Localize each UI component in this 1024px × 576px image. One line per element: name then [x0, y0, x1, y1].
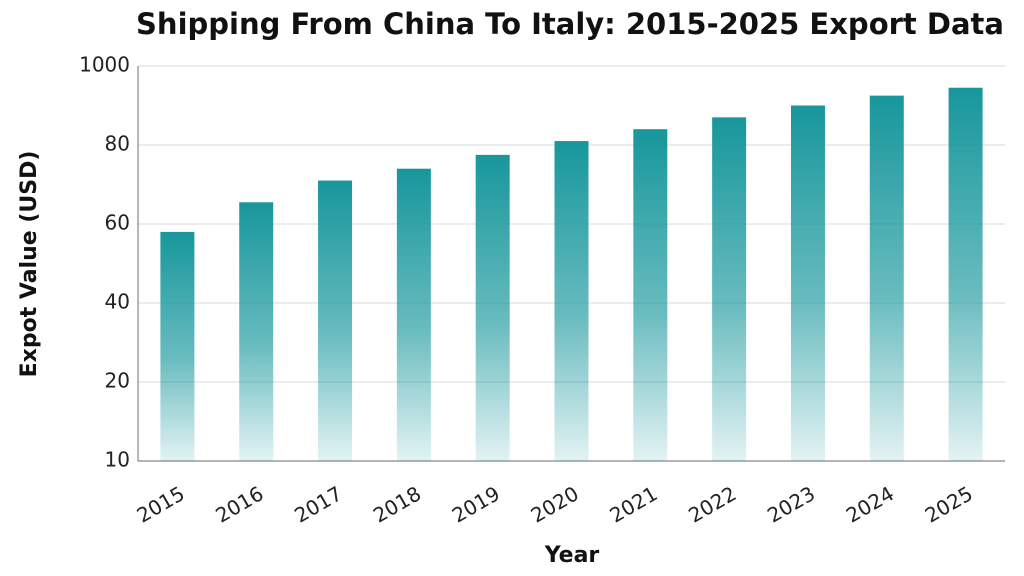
x-tick-label: 2017: [290, 481, 346, 527]
x-tick-label: 2025: [921, 481, 977, 527]
x-tick-label: 2016: [211, 481, 267, 527]
x-tick-label: 2022: [684, 481, 740, 527]
x-tick-label: 2018: [369, 481, 425, 527]
bar: [554, 141, 589, 462]
y-tick-label: 20: [105, 369, 130, 393]
bar: [239, 202, 274, 461]
bar: [160, 231, 195, 461]
x-tick-label: 2020: [527, 481, 583, 527]
bar: [396, 168, 431, 461]
bar: [790, 105, 825, 461]
y-tick-label: 60: [105, 211, 130, 235]
x-tick-label: 2024: [842, 481, 898, 527]
bar: [318, 180, 353, 462]
x-axis-title: Year: [544, 543, 600, 568]
y-tick-label: 1000: [79, 53, 130, 77]
x-tick-label: 2023: [763, 481, 819, 527]
bar: [475, 154, 510, 461]
x-tick-label: 2015: [133, 481, 189, 527]
y-axis-title: Expot Value (USD): [17, 151, 42, 378]
bar: [633, 129, 668, 461]
x-tick-label: 2019: [448, 481, 504, 527]
y-tick-label: 80: [105, 132, 130, 156]
bar: [948, 87, 983, 461]
y-tick-label: 10: [105, 448, 130, 472]
bar: [712, 117, 747, 461]
x-tick-label: 2021: [605, 481, 661, 527]
bar: [869, 95, 904, 461]
chart-title: Shipping From China To Italy: 2015-2025 …: [136, 7, 1004, 41]
y-tick-label: 40: [105, 290, 130, 314]
